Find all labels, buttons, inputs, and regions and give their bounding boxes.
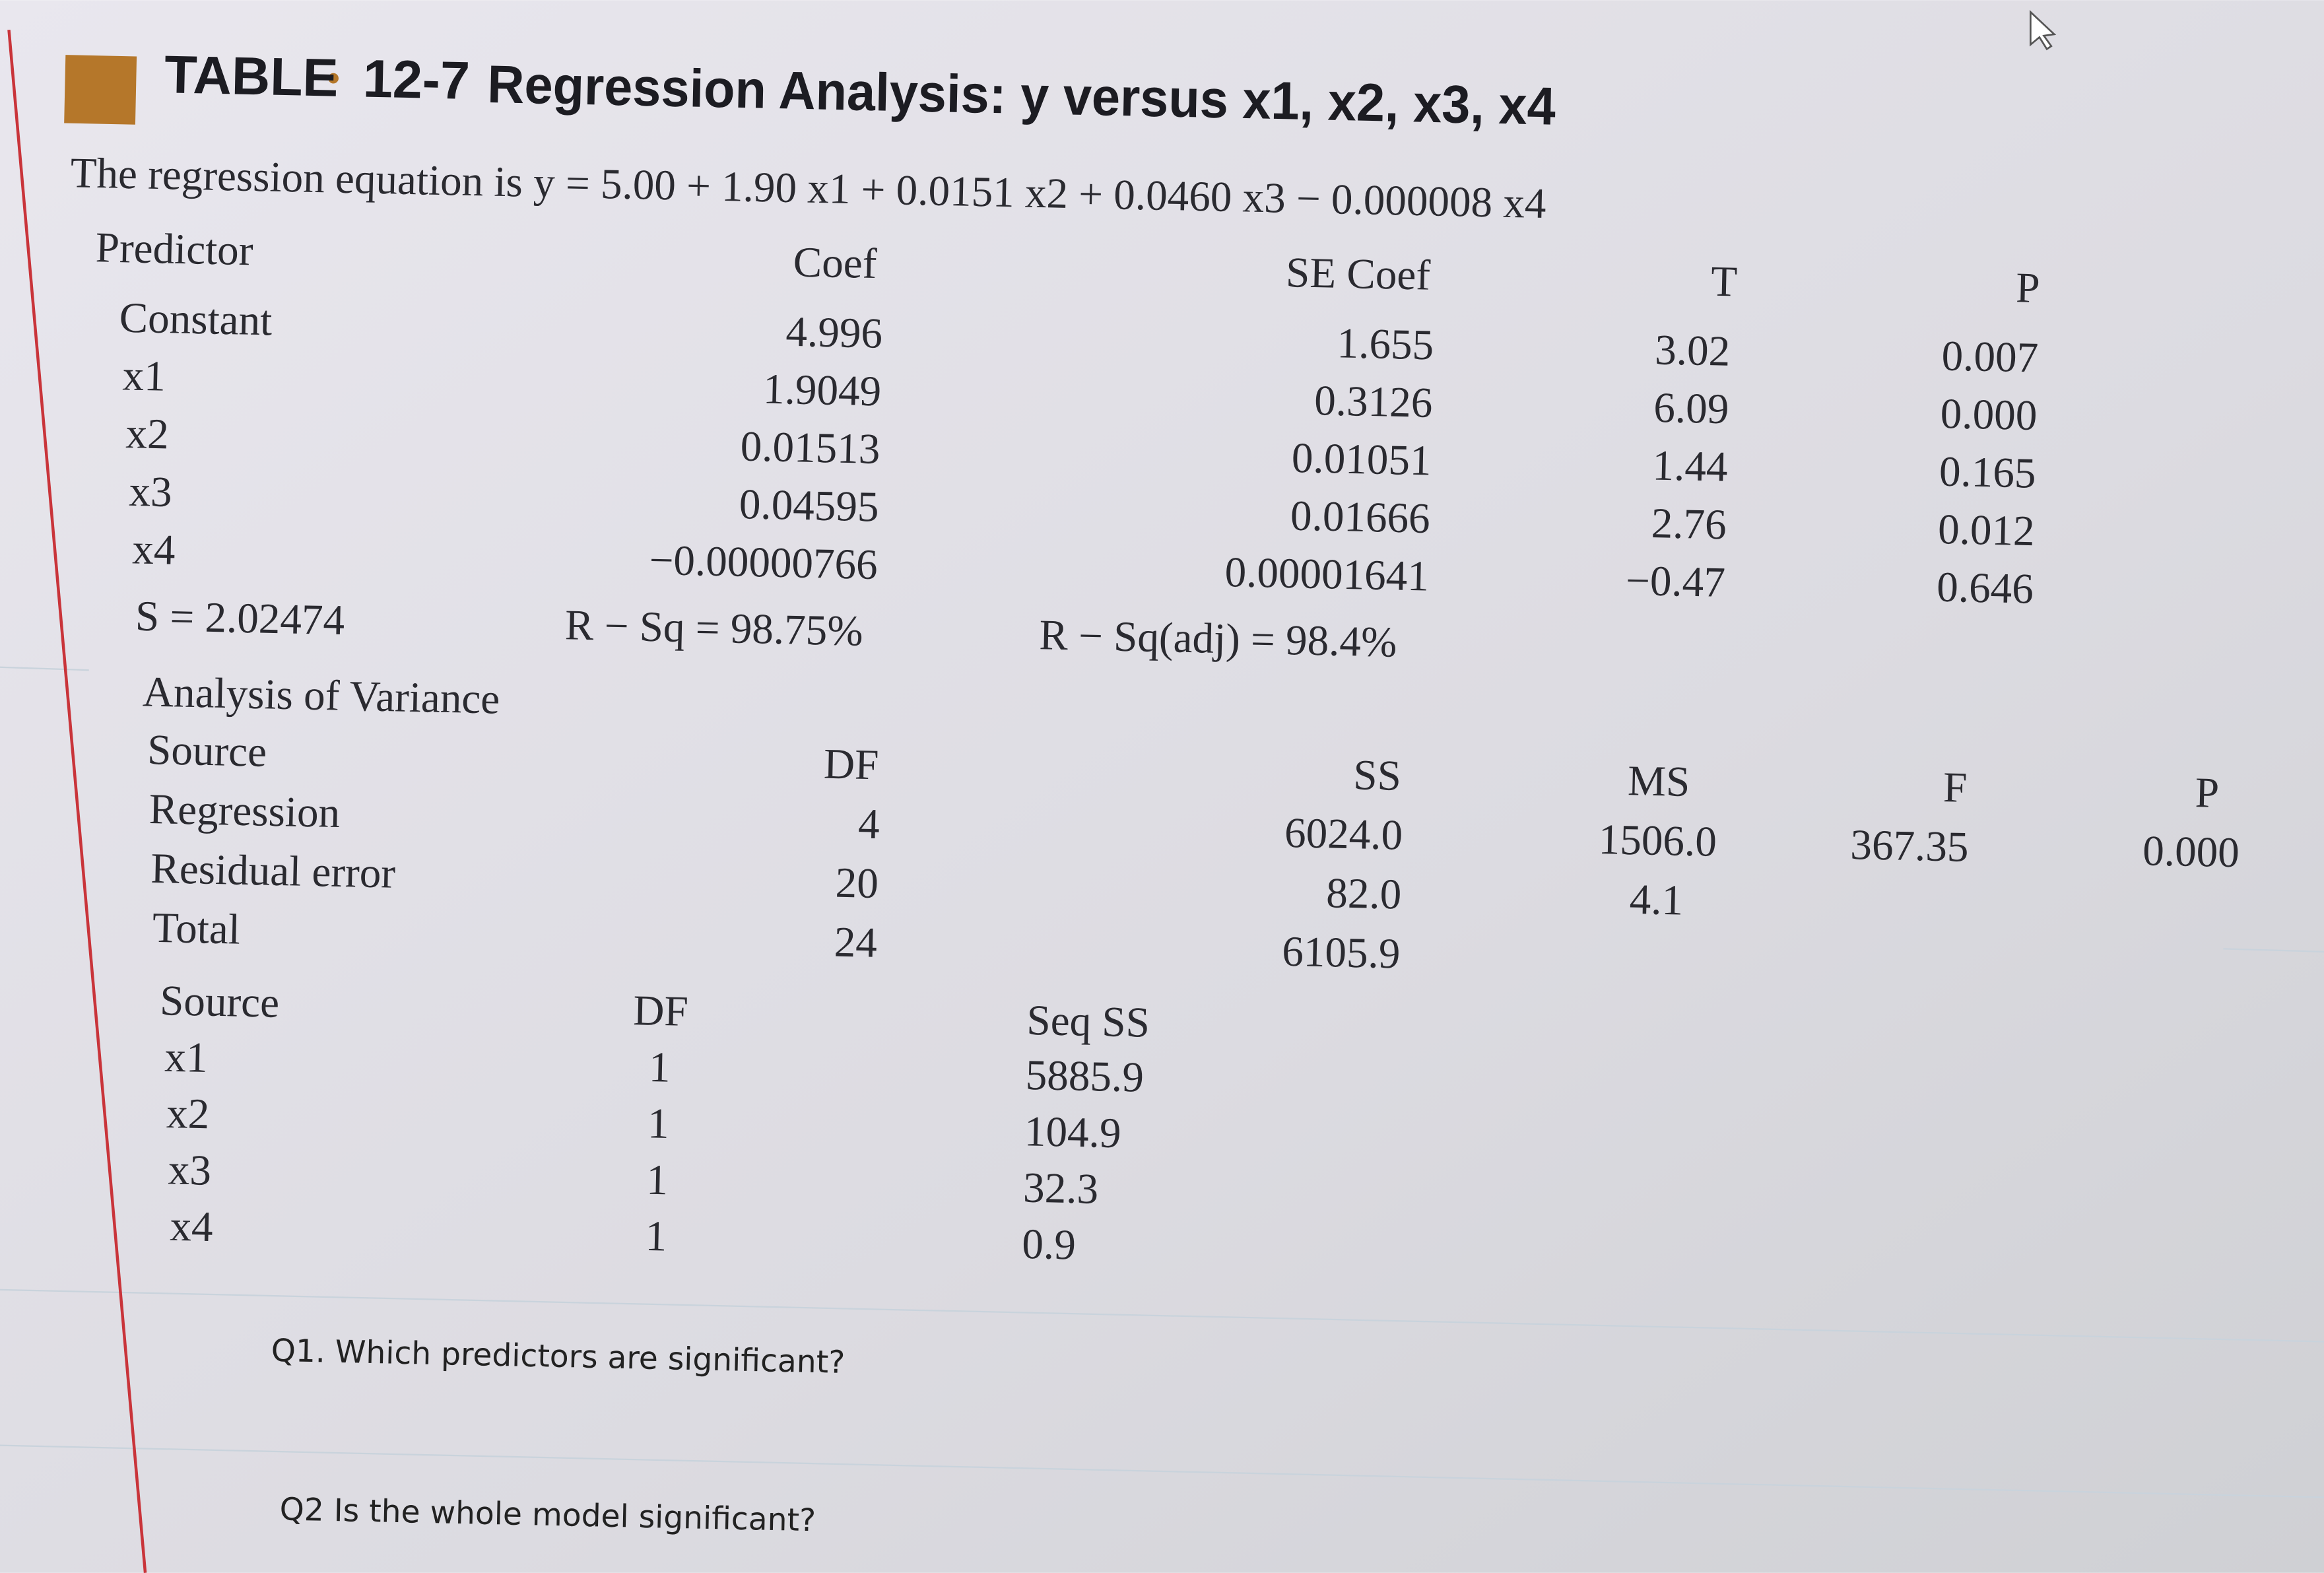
summary-s: S = 2.02474 — [135, 593, 345, 645]
row-label: Constant — [119, 294, 273, 345]
margin-line — [7, 29, 147, 1573]
column-header: Seq SS — [1026, 997, 1150, 1047]
cell: 0.01051 — [1291, 434, 1432, 485]
cell: 0.9 — [1022, 1221, 1077, 1269]
cell: 0.165 — [1939, 448, 2036, 498]
column-header: SE Coef — [1286, 249, 1432, 300]
row-label: x1 — [164, 1034, 209, 1082]
row-label: x4 — [170, 1203, 214, 1251]
anova-title: Analysis of Variance — [142, 668, 500, 723]
cell: 0.012 — [1937, 506, 2035, 555]
column-header: P — [2195, 769, 2220, 817]
cell: 367.35 — [1850, 821, 1970, 871]
row-label: x3 — [129, 468, 173, 516]
cell: 0.01513 — [740, 423, 880, 473]
table-number: 12-7 — [362, 50, 471, 111]
column-header: SS — [1353, 751, 1402, 800]
column-header: P — [2016, 264, 2041, 312]
cell: 104.9 — [1024, 1108, 1121, 1157]
column-header: Source — [147, 726, 267, 776]
cursor — [2030, 10, 2057, 51]
cell: 1 — [645, 1213, 667, 1261]
cell: 4.996 — [785, 308, 883, 358]
cell: −0.00000766 — [649, 537, 878, 589]
cell: 20 — [835, 859, 879, 908]
column-header: DF — [823, 741, 879, 789]
rule — [2223, 948, 2324, 953]
cell: 0.01666 — [1290, 492, 1430, 543]
cell: 6105.9 — [1282, 928, 1401, 978]
row-label: Regression — [149, 786, 341, 837]
column-header: Predictor — [95, 224, 253, 275]
cell: 0.00001641 — [1224, 549, 1430, 600]
separator-dot — [328, 73, 339, 84]
cell: 4 — [857, 801, 880, 849]
cell: 1 — [648, 1044, 671, 1092]
rule — [0, 666, 89, 671]
column-header: Coef — [793, 238, 877, 288]
cell: 1 — [647, 1100, 669, 1148]
row-label: x1 — [122, 352, 166, 400]
cell: 3.02 — [1655, 326, 1731, 375]
cell: 4.1 — [1629, 876, 1684, 925]
cell: 1506.0 — [1598, 816, 1717, 866]
column-header: T — [1711, 258, 1738, 306]
summary-r-sq: R − Sq = 98.75% — [564, 601, 863, 655]
row-label: x4 — [132, 525, 176, 574]
column-header: Source — [160, 977, 280, 1027]
row-label: x2 — [166, 1090, 210, 1138]
cell: 0.3126 — [1314, 377, 1434, 427]
rule — [0, 1444, 2324, 1498]
cell: 1.655 — [1337, 319, 1434, 369]
cell: 6.09 — [1653, 384, 1729, 433]
column-header: MS — [1627, 757, 1690, 806]
cell: 0.04595 — [739, 481, 879, 531]
cell: 0.646 — [1937, 564, 2034, 613]
cell: 2.76 — [1651, 500, 1727, 549]
cell: −0.47 — [1625, 557, 1725, 607]
cell: 1 — [646, 1156, 669, 1205]
badge-square — [64, 55, 137, 125]
summary-r-sq-adj: R − Sq(adj) = 98.4% — [1039, 611, 1397, 666]
row-label: Total — [152, 904, 240, 954]
ruled-lines — [0, 666, 2324, 1498]
cell: 6024.0 — [1284, 809, 1403, 859]
cell: 32.3 — [1022, 1164, 1098, 1213]
column-header: F — [1942, 764, 1968, 812]
cell: 0.007 — [1941, 332, 2039, 382]
column-header: DF — [633, 987, 689, 1036]
cell: 0.000 — [1940, 390, 2038, 440]
cell: 1.44 — [1652, 442, 1728, 490]
rule — [0, 1289, 2324, 1343]
cell: 1.9049 — [762, 366, 882, 416]
badge-label: TABLE — [164, 45, 339, 108]
cell: 0.000 — [2142, 827, 2240, 877]
row-label: x3 — [168, 1146, 212, 1194]
cell: 5885.9 — [1025, 1052, 1145, 1102]
row-label: x2 — [125, 410, 170, 458]
row-label: Residual error — [150, 845, 396, 898]
cell: 24 — [834, 918, 878, 966]
cell: 82.0 — [1326, 869, 1402, 918]
